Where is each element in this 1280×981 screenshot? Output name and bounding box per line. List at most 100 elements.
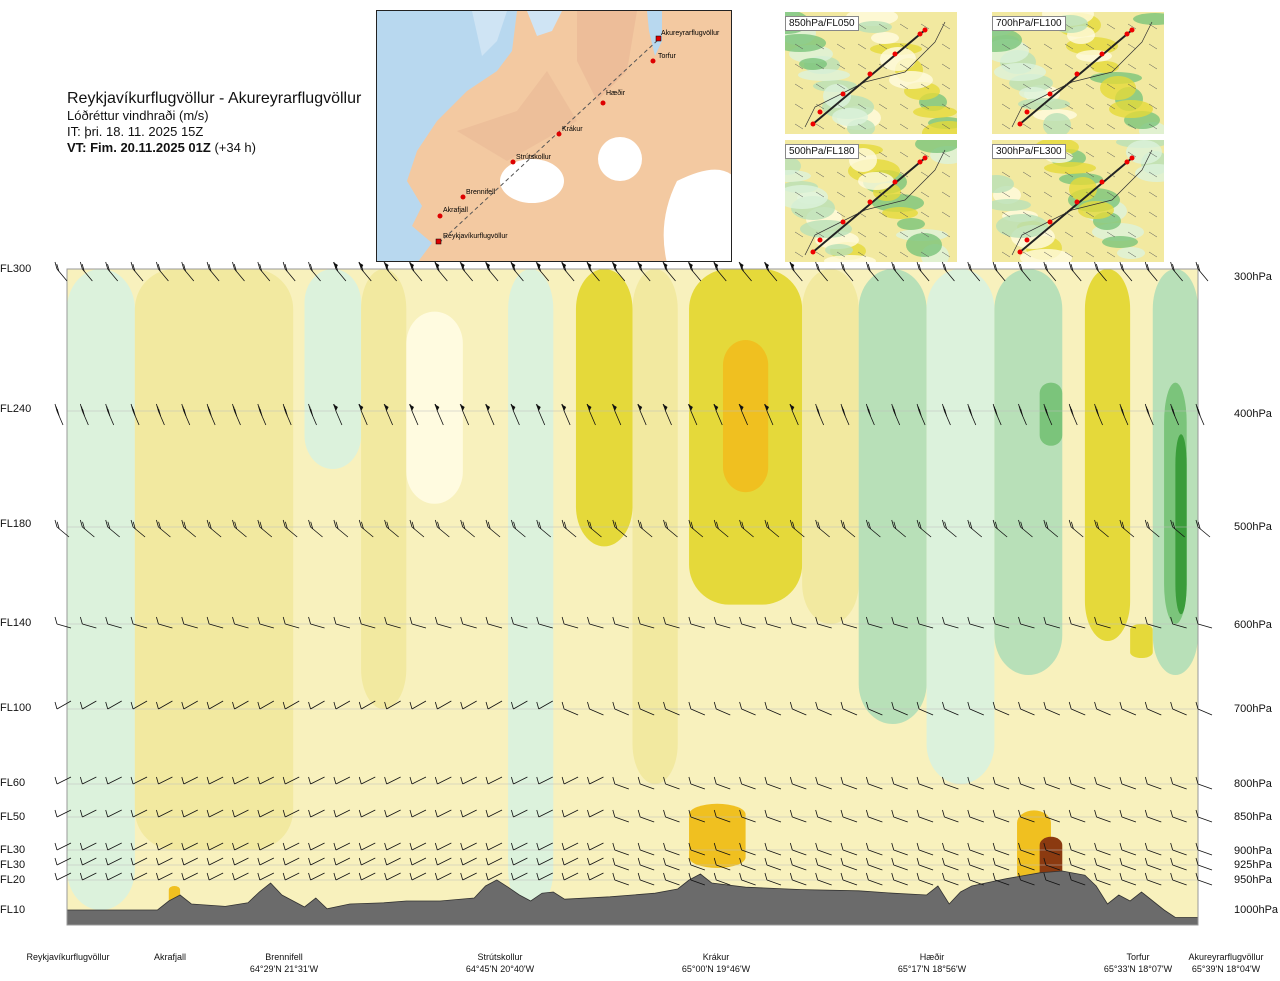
wind-barb-shaft bbox=[107, 857, 122, 866]
wind-barb-feather bbox=[282, 261, 286, 270]
wind-barb-feather bbox=[739, 857, 742, 866]
wind-barb-feather bbox=[663, 809, 666, 818]
wind-barb-feather bbox=[840, 519, 844, 528]
wind-barb-shaft bbox=[589, 776, 604, 785]
wind-barb-feather bbox=[358, 616, 362, 625]
wind-barb-shaft bbox=[817, 623, 832, 629]
wind-barb-feather bbox=[992, 857, 996, 866]
mini-map-barb bbox=[836, 83, 846, 90]
wind-barb-feather bbox=[1094, 872, 1097, 881]
wind-barb-shaft bbox=[690, 849, 706, 856]
wind-barb-feather bbox=[181, 776, 185, 785]
chart-title-block: Reykjavíkurflugvöllur - Akureyrarflugvöl… bbox=[67, 90, 379, 156]
wind-barb-shaft bbox=[868, 816, 883, 823]
mini-map-barb bbox=[899, 151, 909, 158]
mini-map-barb bbox=[899, 63, 909, 70]
wind-barb-shaft bbox=[310, 842, 325, 851]
wind-barb-shaft bbox=[487, 623, 503, 629]
mini-map-marker bbox=[840, 91, 846, 97]
wind-barb-shaft bbox=[56, 857, 72, 866]
wind-barb-feather bbox=[614, 521, 618, 529]
wind-barb-pennant bbox=[586, 404, 592, 411]
wind-barb-shaft bbox=[792, 849, 807, 856]
route-title: Reykjavíkurflugvöllur - Akureyrarflugvöl… bbox=[67, 90, 362, 107]
wind-barb-shaft bbox=[995, 849, 1010, 856]
mini-map-field bbox=[913, 106, 957, 118]
wind-barb-feather bbox=[358, 842, 362, 851]
mini-map-barb bbox=[1127, 23, 1137, 30]
mini-map-field bbox=[856, 21, 892, 33]
mini-map-coast bbox=[804, 149, 946, 256]
wind-barb-shaft bbox=[361, 872, 376, 881]
wind-barb-feather bbox=[891, 616, 895, 625]
mini-map-marker bbox=[892, 51, 898, 57]
wind-barb-shaft bbox=[665, 879, 680, 886]
wind-barb-shaft bbox=[893, 783, 908, 790]
mini-map-marker bbox=[1129, 27, 1135, 33]
mini-map-barb bbox=[941, 23, 951, 30]
mini-map-barb bbox=[1043, 231, 1053, 238]
wind-barb-feather bbox=[409, 809, 413, 818]
wind-barb-shaft bbox=[208, 872, 224, 881]
wind-barb-shaft bbox=[1020, 623, 1035, 629]
wind-barb-feather bbox=[891, 701, 895, 710]
wind-barb-shaft bbox=[462, 809, 477, 818]
wind-barb-feather bbox=[130, 872, 134, 881]
wind-barb-feather bbox=[107, 408, 111, 417]
wind-barb-pennant bbox=[687, 404, 693, 411]
wind-barb-shaft bbox=[792, 783, 807, 790]
wind-barb-shaft bbox=[538, 842, 553, 851]
terrain-profile bbox=[66, 870, 1199, 926]
mini-map-barb bbox=[1043, 103, 1053, 110]
wind-barb-feather bbox=[284, 521, 288, 529]
wind-barb-feather bbox=[1018, 776, 1021, 785]
wind-barb-shaft bbox=[1096, 864, 1111, 871]
wind-barb-feather bbox=[308, 776, 311, 785]
wind-barb-feather bbox=[789, 857, 793, 866]
wind-barb-shaft bbox=[1020, 879, 1035, 886]
wind-barb-feather bbox=[967, 519, 971, 528]
wind-barb-feather bbox=[1043, 616, 1047, 625]
wind-barb-feather bbox=[1020, 408, 1024, 417]
wind-barb-feather bbox=[79, 519, 83, 528]
mini-map-barb bbox=[815, 63, 825, 70]
wind-barb-shaft bbox=[1020, 849, 1035, 856]
wind-barb-feather bbox=[1018, 809, 1021, 818]
hpa-label-850: 850hPa bbox=[1234, 811, 1272, 823]
wind-barb-feather bbox=[485, 809, 489, 818]
mini-map-field bbox=[799, 58, 827, 70]
wind-barb-feather bbox=[54, 776, 58, 785]
wind-barb-pennant bbox=[561, 262, 567, 269]
wind-barb-feather bbox=[741, 521, 745, 529]
wind-barb-shaft bbox=[285, 700, 300, 710]
mini-map-850: 850hPa/FL050 bbox=[785, 12, 957, 134]
wind-barb-feather bbox=[105, 809, 109, 818]
wind-barb-feather bbox=[789, 616, 793, 625]
mini-map-barb bbox=[1148, 211, 1158, 218]
wind-barb-shaft bbox=[1147, 708, 1162, 716]
wind-barb-shaft bbox=[1172, 849, 1187, 856]
wind-barb-feather bbox=[434, 809, 438, 818]
fl-label-50: FL50 bbox=[0, 811, 26, 823]
wind-barb-feather bbox=[259, 521, 263, 529]
wind-barb-shaft bbox=[842, 783, 858, 790]
wind-barb-shaft bbox=[487, 857, 503, 866]
wind-barb-shaft bbox=[741, 410, 748, 426]
wind-barb-feather bbox=[587, 872, 590, 881]
wind-barb-feather bbox=[992, 701, 996, 710]
wind-barb-shaft bbox=[690, 623, 705, 629]
wind-barb-feather bbox=[865, 809, 869, 818]
valid-time-bold: VT: Fim. 20.11.2025 01Z bbox=[67, 140, 211, 155]
wind-barb-shaft bbox=[386, 776, 401, 785]
wind-barb-feather bbox=[181, 872, 185, 881]
wind-barb-feather bbox=[333, 701, 337, 710]
wind-barb-feather bbox=[612, 701, 616, 710]
wind-barb-feather bbox=[232, 809, 235, 818]
mini-map-850-svg bbox=[785, 12, 957, 134]
wind-barb-feather bbox=[79, 261, 83, 270]
wind-barb-feather bbox=[409, 701, 413, 710]
mini-map-barb bbox=[1106, 171, 1116, 178]
wind-barb-feather bbox=[81, 264, 85, 272]
wind-barb-feather bbox=[1144, 519, 1148, 528]
mini-map-barb bbox=[1127, 83, 1137, 90]
